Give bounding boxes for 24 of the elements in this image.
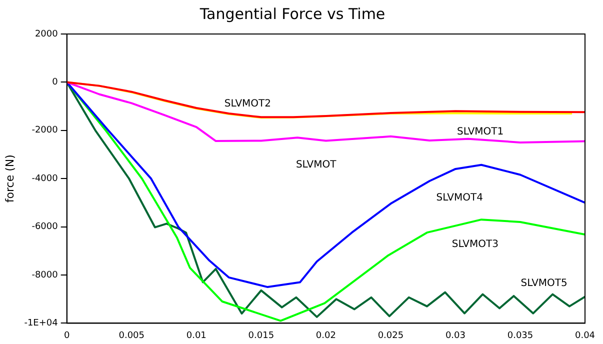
annotation: SLVMOT4	[436, 192, 483, 204]
x-tick-label: 0	[64, 330, 70, 341]
x-tick-label: 0.01	[186, 330, 206, 341]
x-tick-label: 0.015	[248, 330, 274, 341]
x-tick-label: 0.035	[507, 330, 534, 341]
annotation: SLVMOT	[296, 159, 338, 170]
y-axis-title: force (N)	[3, 154, 16, 203]
x-tick-label: 0.005	[118, 330, 145, 341]
y-tick-label: 2000	[34, 29, 58, 40]
y-tick-label: -8000	[32, 270, 58, 280]
annotation: SLVMOT3	[452, 239, 498, 250]
annotation: SLVMOT2	[224, 98, 272, 110]
x-tick-label: 0.04	[574, 330, 596, 341]
annotation: SLVMOT5	[520, 278, 568, 289]
y-tick-label: -1E+04	[24, 318, 58, 329]
y-tick-label: -6000	[32, 222, 58, 232]
y-tick-label: -4000	[32, 174, 58, 184]
chart-title: Tangential Force vs Time	[198, 4, 386, 23]
x-tick-label: 0.025	[378, 330, 404, 341]
y-tick-label: -2000	[32, 126, 58, 136]
x-tick-label: 0.03	[445, 330, 466, 341]
y-tick-label: 0	[52, 78, 58, 88]
x-tick-label: 0.02	[316, 330, 336, 341]
annotation: SLVMOT1	[457, 126, 504, 138]
